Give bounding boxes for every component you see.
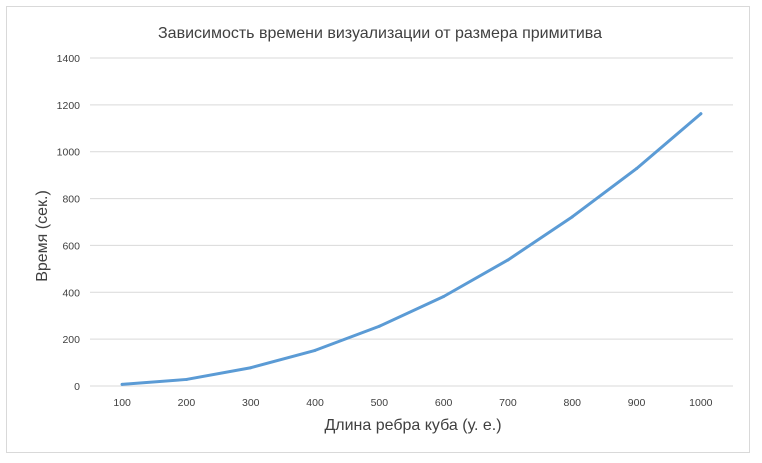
data-point (699, 112, 703, 116)
data-point (570, 215, 574, 219)
y-tick-label: 400 (62, 287, 80, 299)
data-point (120, 382, 124, 386)
x-tick-label: 900 (628, 397, 646, 409)
series-line (120, 112, 703, 386)
x-tick-label: 700 (499, 397, 517, 409)
chart-title: Зависимость времени визуализации от разм… (158, 25, 602, 42)
y-tick-label: 0 (74, 381, 80, 393)
y-axis-title: Время (сек.) (34, 190, 51, 282)
x-tick-label: 200 (178, 397, 196, 409)
x-axis-title: Длина ребра куба (у. е.) (324, 417, 501, 434)
gridlines (90, 57, 733, 387)
x-tick-label: 800 (563, 397, 581, 409)
x-tick-label: 400 (306, 397, 324, 409)
data-point (313, 348, 317, 352)
series-layer (120, 112, 703, 386)
y-tick-label: 600 (62, 240, 80, 252)
x-tick-label: 1000 (689, 397, 713, 409)
y-tick-label: 1200 (57, 100, 81, 112)
x-tick-label: 300 (242, 397, 260, 409)
y-tick-label: 1400 (57, 53, 81, 65)
data-point (635, 167, 639, 171)
chart-frame (6, 6, 750, 453)
data-point (184, 377, 188, 381)
data-point (377, 324, 381, 328)
x-tick-label: 600 (435, 397, 453, 409)
x-axis-tick-labels: 100 200 300 400 500 600 700 800 900 1000 (113, 397, 712, 409)
x-tick-label: 100 (113, 397, 131, 409)
data-point (442, 295, 446, 299)
x-tick-label: 500 (371, 397, 389, 409)
y-tick-label: 800 (62, 194, 80, 206)
y-axis-tick-labels: 0 200 400 600 800 1000 1200 1400 (57, 53, 81, 393)
data-point (506, 258, 510, 262)
y-tick-label: 200 (62, 334, 80, 346)
y-tick-label: 1000 (57, 147, 81, 159)
data-point (249, 366, 253, 370)
